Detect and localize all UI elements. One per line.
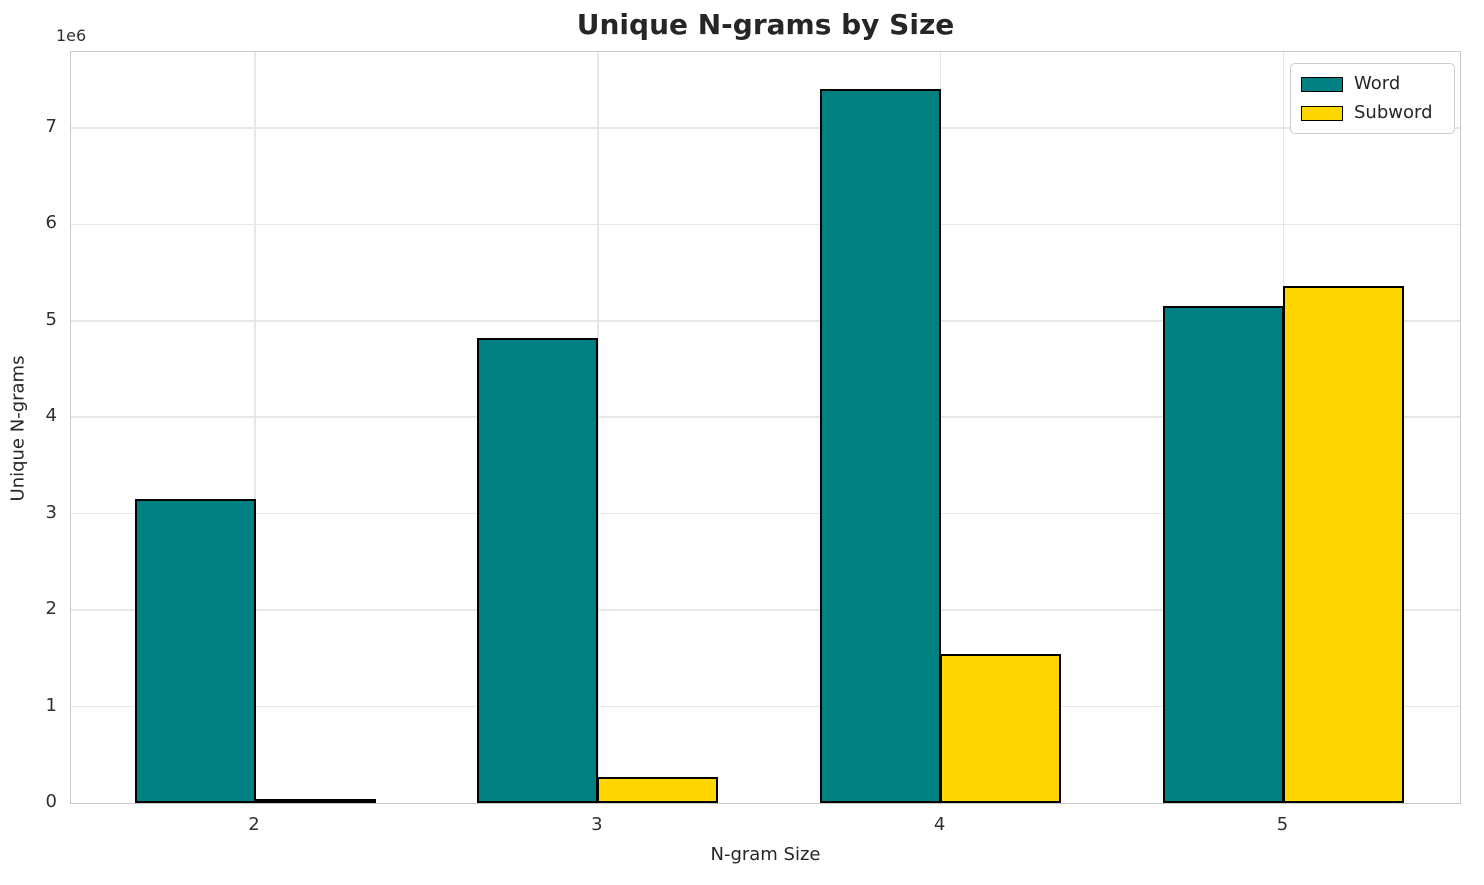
y-axis-label: Unique N-grams xyxy=(7,355,29,502)
bar-word-4 xyxy=(820,89,942,803)
legend-entry-subword: Subword xyxy=(1301,101,1444,125)
bar-subword-3 xyxy=(597,776,719,803)
bar-word-3 xyxy=(477,338,599,803)
gridline-horizontal xyxy=(71,127,1460,129)
y-tick-label: 1 xyxy=(45,694,57,716)
bar-subword-4 xyxy=(940,654,1062,803)
word-series-swatch xyxy=(1301,76,1343,92)
y-tick-label: 0 xyxy=(45,791,57,812)
x-axis-label: N-gram Size xyxy=(710,844,821,865)
x-tick-label: 3 xyxy=(591,814,603,835)
x-tick-label: 4 xyxy=(933,814,946,835)
gridline-horizontal xyxy=(71,512,1460,515)
bar-word-2 xyxy=(134,499,256,803)
subword-series-swatch xyxy=(1301,105,1343,121)
x-tick-label: 5 xyxy=(1276,814,1289,835)
y-tick-label: 6 xyxy=(45,212,57,234)
bar-word-5 xyxy=(1162,306,1284,803)
y-tick-label: 3 xyxy=(45,501,57,523)
gridline-horizontal xyxy=(71,705,1460,708)
gridline-vertical xyxy=(254,52,256,803)
gridline-horizontal xyxy=(71,223,1460,226)
bar-subword-5 xyxy=(1282,286,1404,803)
gridline-horizontal xyxy=(71,609,1460,611)
legend: Word Subword xyxy=(1290,63,1455,134)
x-tick-label: 2 xyxy=(248,814,260,835)
y-tick-label: 4 xyxy=(45,405,57,427)
y-tick-label: 2 xyxy=(45,598,57,620)
plot-area: Word Subword xyxy=(70,51,1461,804)
gridline-horizontal xyxy=(71,416,1460,418)
chart-title: Unique N-grams by Size xyxy=(576,8,955,41)
legend-label-subword: Subword xyxy=(1354,102,1433,123)
legend-entry-word: Word xyxy=(1301,72,1444,96)
y-axis-offset-label: 1e6 xyxy=(56,26,87,45)
gridline-horizontal xyxy=(71,320,1460,322)
y-tick-label: 5 xyxy=(45,308,57,330)
y-tick-label: 7 xyxy=(45,115,57,137)
legend-label-word: Word xyxy=(1354,73,1401,94)
bar-subword-2 xyxy=(254,798,376,803)
